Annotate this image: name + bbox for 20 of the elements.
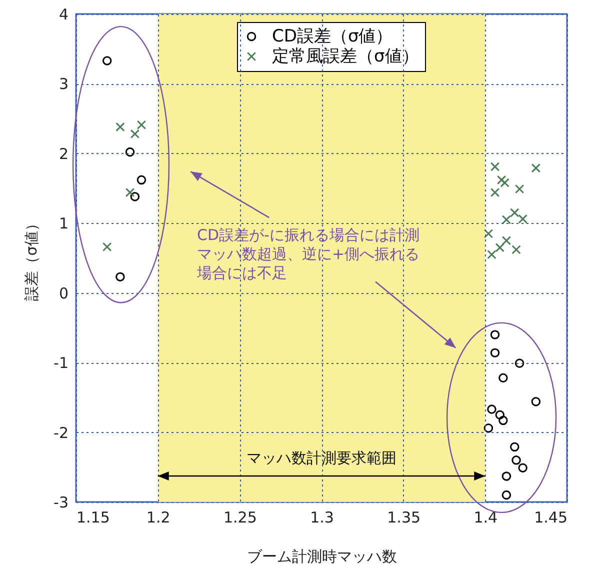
y-tick-label: -2 bbox=[54, 424, 68, 442]
x-tick-label: 1.3 bbox=[310, 508, 334, 526]
x-axis-title: ブーム計測時マッハ数 bbox=[247, 548, 397, 566]
band-label: マッハ数計測要求範囲 bbox=[246, 449, 396, 467]
legend-label: 定常風誤差（σ値） bbox=[272, 46, 419, 66]
y-tick-label: 3 bbox=[58, 75, 68, 94]
y-tick-label: 2 bbox=[58, 144, 68, 163]
x-tick-label: 1.15 bbox=[76, 508, 110, 526]
legend-label: CD誤差（σ値） bbox=[272, 26, 393, 46]
y-tick-label: 0 bbox=[58, 284, 68, 302]
y-tick-label: -1 bbox=[54, 354, 68, 372]
x-tick-label: 1.2 bbox=[146, 508, 170, 526]
x-tick-label: 1.25 bbox=[223, 508, 257, 526]
y-tick-label: -3 bbox=[54, 494, 68, 512]
y-axis-title: 誤差（σ値） bbox=[22, 216, 41, 301]
y-tick-label: 1 bbox=[58, 214, 68, 233]
x-tick-label: 1.35 bbox=[387, 508, 421, 526]
y-tick-label: 4 bbox=[58, 6, 68, 24]
x-tick-label: 1.45 bbox=[534, 508, 568, 526]
x-tick-label: 1.4 bbox=[474, 508, 498, 526]
